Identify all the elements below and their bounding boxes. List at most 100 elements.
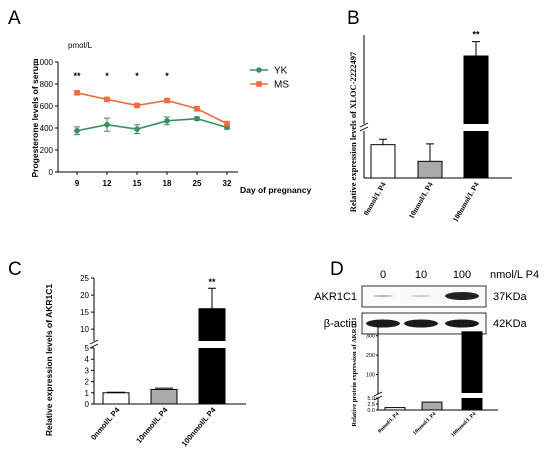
panel-b-bar: [463, 55, 489, 179]
panel-c-y-tick-label: 20: [80, 291, 89, 300]
panel-b-y-title: Relative expression levels of XLOC-22224…: [348, 51, 358, 212]
panel-b-bar: [417, 160, 443, 179]
blot-unit-label: nmol/L P4: [490, 269, 539, 281]
blot-band-akr1c1-100: [445, 292, 479, 300]
panel-b-bar-break-gap: [463, 124, 489, 131]
panel-b-bar-chart: Relative expression levels of XLOC-22224…: [348, 30, 512, 223]
panel-a-y-tick-label: 600: [40, 102, 54, 111]
panel-b-x-label: 0nmol/L P4: [361, 180, 387, 217]
blot-band-actin: [445, 319, 479, 328]
panel-a-point-yk: [164, 118, 170, 124]
panel-d-western-blot: Relative protein expression of AKR1C1 0 1…: [314, 269, 539, 438]
panel-a-x-tick-label: 18: [163, 179, 172, 188]
panel-b-x-label: 10nmol/L P4: [407, 180, 435, 220]
panel-b-axis-break: [359, 122, 369, 132]
panel-c-x-label: 10nmol/L P4: [134, 405, 170, 445]
panel-a-legend-marker: [256, 81, 262, 87]
panel-letter-c: C: [8, 259, 22, 280]
panel-b-x-label: 100nmol/L P4: [451, 180, 481, 223]
panel-c-y-tick-label: 15: [80, 308, 89, 317]
panel-a-y-tick-label: 800: [40, 80, 54, 89]
panel-a-legend-marker: [256, 67, 262, 73]
panel-a-point-yk: [104, 121, 110, 128]
panel-a-point-yk: [74, 127, 80, 134]
panel-d-x-label: 100nmol/L P4: [450, 411, 477, 438]
panel-c-bar: [198, 308, 226, 405]
panel-b-significance: **: [472, 30, 480, 40]
panel-d-x-label: 10nmol/L P4: [412, 411, 437, 436]
panel-a-x-tick-label: 32: [223, 179, 232, 188]
panel-c-x-label: 0nmol/L P4: [89, 405, 122, 442]
panel-a-point-ms: [224, 120, 230, 127]
panel-a-x-tick-label: 25: [193, 179, 202, 188]
panel-a-point-ms: [74, 90, 80, 96]
panel-c-y-tick-label: 2: [85, 378, 90, 387]
panel-a-line-chart: pmol/L Progesterone levels of serum Day …: [30, 41, 312, 195]
panel-d-significance: **: [470, 325, 475, 331]
panel-a-point-yk: [194, 115, 200, 122]
panel-d-bar: [421, 401, 443, 411]
panel-letter-a: A: [8, 8, 21, 29]
panel-b-error-bar: [426, 143, 434, 162]
blot-size-label: 37KDa: [493, 291, 528, 303]
panel-c-y-tick-label: 1: [85, 389, 90, 398]
panel-a-significance: *: [165, 71, 169, 81]
panel-c-y-tick-label: 4: [85, 355, 90, 364]
panel-d-bar: [461, 331, 483, 411]
panel-d-y-tick-label: 2.5: [367, 402, 375, 408]
panel-c-y-tick-label: 25: [80, 274, 89, 283]
panel-a-y-title: Progesterone levels of serum: [30, 58, 40, 177]
panel-c-error-bar: [208, 287, 216, 309]
panel-c-y-tick-label: 5: [85, 344, 90, 353]
panel-d-bar-break-gap: [461, 393, 483, 398]
panel-d-x-label: 0nmol/L P4: [377, 411, 401, 435]
panel-d-y-tick-label: 300: [366, 334, 375, 340]
blot-protein-label: AKR1C1: [314, 291, 357, 303]
panel-c-y-title: Relative expression levels of AKR1C1: [44, 284, 54, 437]
blot-lane-label: 10: [415, 269, 427, 281]
panel-a-point-ms: [194, 105, 200, 112]
panel-a-legend-label: MS: [274, 80, 289, 91]
panel-a-point-ms: [134, 102, 140, 109]
panel-d-y-tick-label: 0.0: [367, 408, 375, 414]
panel-d-y-tick-label: 5.0: [367, 396, 375, 402]
panel-a-point-ms: [164, 97, 170, 104]
panel-a-y-tick-label: 400: [40, 124, 54, 133]
panel-a-series-line-ms: [76, 92, 228, 125]
panel-a-series-line-yk: [76, 117, 228, 132]
panel-d-y-tick-label: 100: [366, 373, 375, 379]
blot-lane-label: 100: [453, 269, 471, 281]
panel-a-y-tick-label: 200: [40, 146, 54, 155]
panel-c-y-tick-label: 0: [85, 400, 90, 409]
panel-c-bar-break-gap: [198, 341, 226, 348]
panel-b-error-bar: [472, 41, 480, 56]
blot-band-actin: [366, 319, 400, 328]
panel-c-axis-break: [89, 339, 99, 349]
blot-band-akr1c1-10: [411, 295, 431, 297]
panel-letter-d: D: [330, 259, 344, 280]
panel-a-legend-label: YK: [274, 66, 288, 77]
blot-protein-label: β-actin: [324, 318, 357, 330]
panel-b-error-bar: [379, 138, 387, 145]
panel-a-y-tick-label: 1000: [35, 58, 53, 67]
panel-letter-b: B: [347, 8, 360, 29]
panel-a-significance: *: [105, 71, 109, 81]
blot-size-label: 42KDa: [493, 318, 528, 330]
panel-a-y-tick-label: 0: [49, 168, 54, 177]
panel-c-x-label: 100nmol/L P4: [180, 405, 218, 448]
panel-c-y-tick-label: 3: [85, 366, 90, 375]
panel-a-x-title: Day of pregnancy: [240, 185, 312, 195]
panel-c-y-tick-label: 10: [80, 325, 89, 334]
panel-a-x-tick-label: 12: [103, 179, 112, 188]
panel-b-bar: [370, 144, 396, 179]
blot-lane-label: 0: [380, 269, 386, 281]
panel-a-x-tick-label: 9: [75, 179, 80, 188]
panel-a-significance: *: [135, 71, 139, 81]
blot-band-akr1c1-0: [373, 295, 393, 297]
panel-d-bar: [384, 407, 406, 411]
panel-c-bar: [150, 388, 178, 405]
panel-c-bar: [102, 392, 130, 405]
panel-c-bar-chart: Relative expression levels of AKR1C1 0 1 2…: [44, 274, 246, 448]
panel-a-significance: **: [73, 71, 81, 81]
